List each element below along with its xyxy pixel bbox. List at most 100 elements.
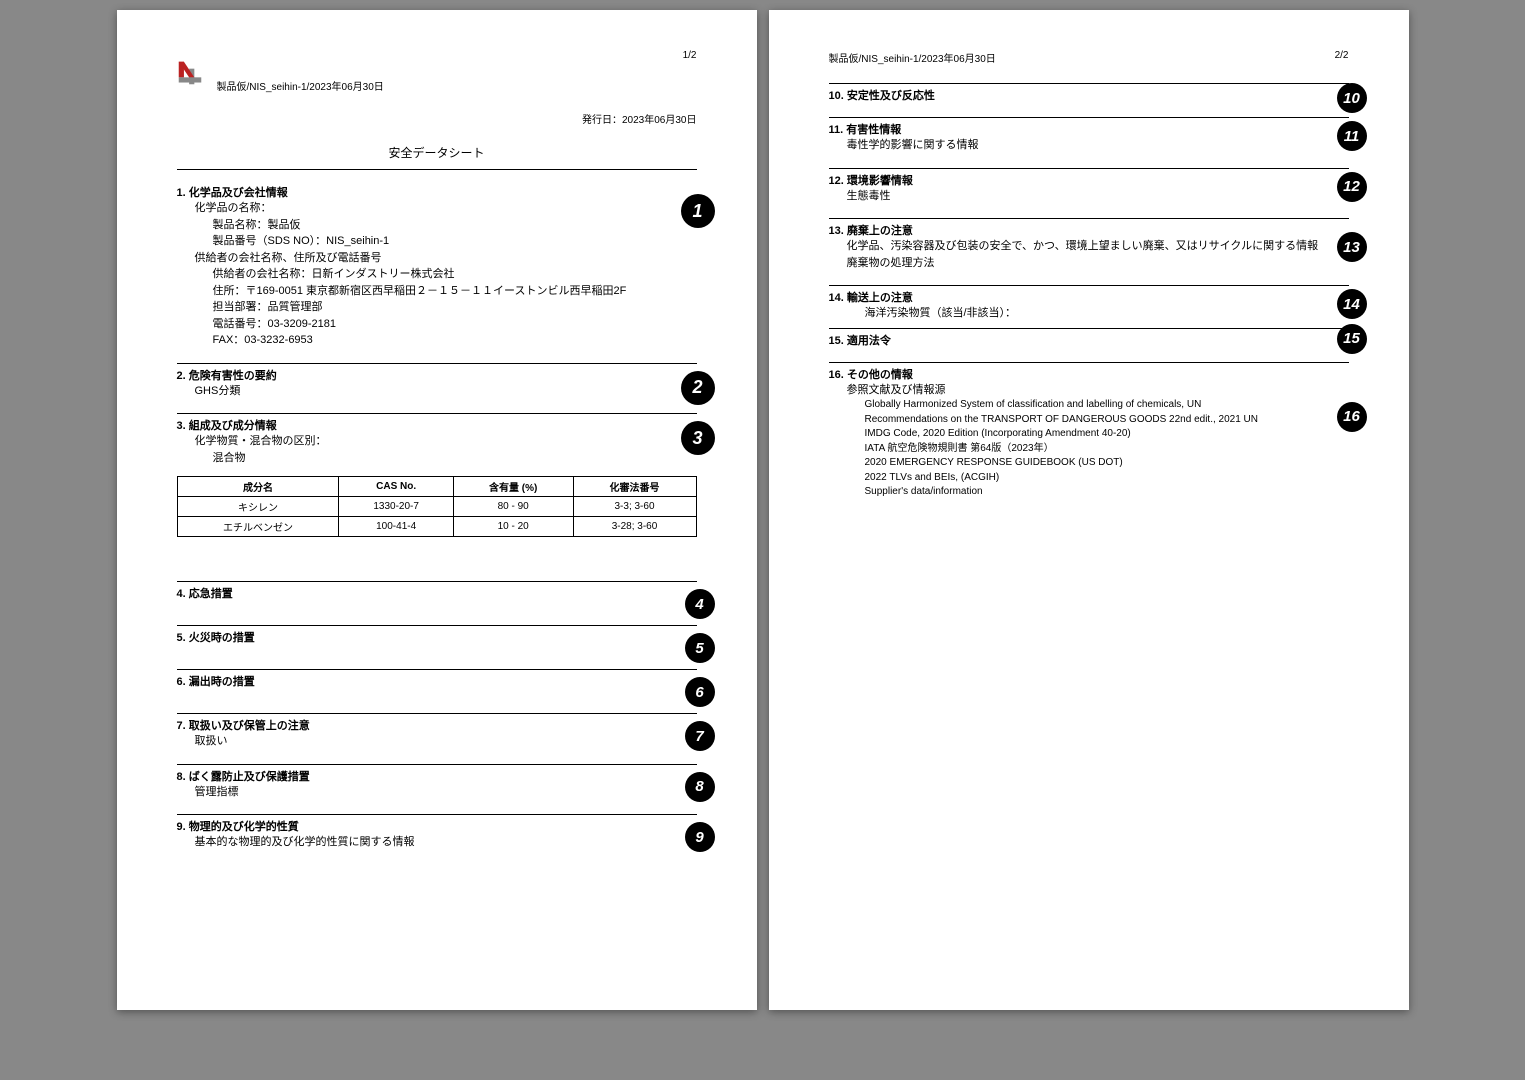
composition-table: 成分名CAS No.含有量 (%)化審法番号 キシレン1330-20-780 -…: [177, 476, 697, 537]
section-badge-14: 14: [1337, 289, 1367, 319]
table-header: CAS No.: [339, 477, 453, 497]
section-title: 5. 火災時の措置: [177, 629, 697, 645]
header-line: 製品仮/NIS_seihin-1/2023年06月30日: [829, 50, 996, 65]
table-cell: 10 - 20: [453, 517, 573, 537]
section-title: 16. その他の情報: [829, 366, 1349, 382]
section-10: 10. 安定性及び反応性 10: [829, 83, 1349, 103]
section-title: 15. 適用法令: [829, 332, 1349, 348]
section-13: 13. 廃棄上の注意 化学品、汚染容器及び包装の安全で、かつ、環境上望ましい廃棄…: [829, 218, 1349, 271]
section-4: 4. 応急措置 4: [177, 581, 697, 601]
section-rule: [177, 814, 697, 815]
section-title: 10. 安定性及び反応性: [829, 87, 1349, 103]
table-cell: 1330-20-7: [339, 497, 453, 517]
issue-date: 発行日：2023年06月30日: [177, 111, 697, 126]
section-rule: [829, 218, 1349, 219]
section-11: 11. 有害性情報 毒性学的影響に関する情報 11: [829, 117, 1349, 154]
table-header: 成分名: [177, 477, 339, 497]
section-title: 7. 取扱い及び保管上の注意: [177, 717, 697, 733]
page-number: 1/2: [683, 50, 697, 61]
text-line: 供給者の会社名称、住所及び電話番号: [195, 250, 697, 267]
document-title: 安全データシート: [177, 144, 697, 161]
section-badge-8: 8: [685, 772, 715, 802]
text-line: 参照文献及び情報源: [847, 382, 1349, 399]
section-5: 5. 火災時の措置 5: [177, 625, 697, 645]
section-rule: [829, 117, 1349, 118]
company-logo-icon: [177, 60, 203, 86]
section-12: 12. 環境影響情報 生態毒性 12: [829, 168, 1349, 205]
section-rule: [177, 413, 697, 414]
text-line: 廃棄物の処理方法: [847, 255, 1349, 272]
section-title: 13. 廃棄上の注意: [829, 222, 1349, 238]
text-line: 毒性学的影響に関する情報: [847, 137, 1349, 154]
section-badge-13: 13: [1337, 232, 1367, 262]
text-line: 海洋汚染物質（該当/非該当）：: [865, 305, 1349, 322]
section-rule: [829, 168, 1349, 169]
reference-line: Recommendations on the TRANSPORT OF DANG…: [865, 413, 1349, 428]
section-title: 1. 化学品及び会社情報: [177, 184, 697, 200]
section-badge-4: 4: [685, 589, 715, 619]
text-line: 化学物質・混合物の区別：: [195, 433, 697, 450]
table-row: キシレン1330-20-780 - 903-3; 3-60: [177, 497, 696, 517]
text-line: 生態毒性: [847, 188, 1349, 205]
section-title: 6. 漏出時の措置: [177, 673, 697, 689]
section-badge-6: 6: [685, 677, 715, 707]
page-number: 2/2: [1335, 50, 1349, 65]
references-list: Globally Harmonized System of classifica…: [865, 398, 1349, 500]
reference-line: Supplier's data/information: [865, 485, 1349, 500]
section-title: 9. 物理的及び化学的性質: [177, 818, 697, 834]
section-badge-2: 2: [681, 371, 715, 405]
text-line: 担当部署：品質管理部: [213, 299, 697, 316]
table-cell: 100-41-4: [339, 517, 453, 537]
section-14: 14. 輸送上の注意 海洋汚染物質（該当/非該当）： 14: [829, 285, 1349, 322]
section-rule: [829, 328, 1349, 329]
text-line: 製品番号（SDS NO）：NIS_seihin-1: [213, 233, 697, 250]
section-15: 15. 適用法令 15: [829, 328, 1349, 348]
reference-line: IMDG Code, 2020 Edition (Incorporating A…: [865, 427, 1349, 442]
text-line: 化学品、汚染容器及び包装の安全で、かつ、環境上望ましい廃棄、又はリサイクルに関す…: [847, 238, 1349, 255]
section-1: 1. 化学品及び会社情報 化学品の名称： 製品名称：製品仮 製品番号（SDS N…: [177, 184, 697, 349]
reference-line: Globally Harmonized System of classifica…: [865, 398, 1349, 413]
section-6: 6. 漏出時の措置 6: [177, 669, 697, 689]
section-badge-3: 3: [681, 421, 715, 455]
section-title: 3. 組成及び成分情報: [177, 417, 697, 433]
section-rule: [829, 362, 1349, 363]
section-rule: [177, 363, 697, 364]
reference-line: 2020 EMERGENCY RESPONSE GUIDEBOOK (US DO…: [865, 456, 1349, 471]
section-8: 8. ばく露防止及び保護措置 管理指標 8: [177, 764, 697, 801]
section-rule: [177, 764, 697, 765]
title-rule: [177, 169, 697, 170]
section-rule: [177, 713, 697, 714]
page-2: 製品仮/NIS_seihin-1/2023年06月30日 2/2 10. 安定性…: [769, 10, 1409, 1010]
section-badge-7: 7: [685, 721, 715, 751]
section-rule: [177, 625, 697, 626]
reference-line: IATA 航空危険物規則書 第64版（2023年）: [865, 442, 1349, 457]
text-line: 供給者の会社名称：日新インダストリー株式会社: [213, 266, 697, 283]
text-line: FAX：03-3232-6953: [213, 332, 697, 349]
table-cell: 3-28; 3-60: [573, 517, 696, 537]
text-line: 化学品の名称：: [195, 200, 697, 217]
table-cell: 3-3; 3-60: [573, 497, 696, 517]
table-header: 化審法番号: [573, 477, 696, 497]
text-line: 住所：〒169-0051 東京都新宿区西早稲田２－１５－１１イーストンビル西早稲…: [213, 283, 697, 300]
section-title: 2. 危険有害性の要約: [177, 367, 697, 383]
section-7: 7. 取扱い及び保管上の注意 取扱い 7: [177, 713, 697, 750]
section-3: 3. 組成及び成分情報 化学物質・混合物の区別： 混合物 3 成分名CAS No…: [177, 413, 697, 537]
section-badge-16: 16: [1337, 402, 1367, 432]
section-badge-9: 9: [685, 822, 715, 852]
section-16: 16. その他の情報 参照文献及び情報源 Globally Harmonized…: [829, 362, 1349, 500]
text-line: 製品名称：製品仮: [213, 217, 697, 234]
section-rule: [177, 669, 697, 670]
section-badge-11: 11: [1337, 121, 1367, 151]
section-badge-1: 1: [681, 194, 715, 228]
text-line: 基本的な物理的及び化学的性質に関する情報: [195, 834, 697, 851]
text-line: 混合物: [213, 450, 697, 467]
table-row: エチルベンゼン100-41-410 - 203-28; 3-60: [177, 517, 696, 537]
section-rule: [829, 83, 1349, 84]
text-line: 取扱い: [195, 733, 697, 750]
section-2: 2. 危険有害性の要約 GHS分類 2: [177, 363, 697, 400]
section-title: 4. 応急措置: [177, 585, 697, 601]
section-9: 9. 物理的及び化学的性質 基本的な物理的及び化学的性質に関する情報 9: [177, 814, 697, 851]
table-cell: キシレン: [177, 497, 339, 517]
section-title: 14. 輸送上の注意: [829, 289, 1349, 305]
table-cell: 80 - 90: [453, 497, 573, 517]
